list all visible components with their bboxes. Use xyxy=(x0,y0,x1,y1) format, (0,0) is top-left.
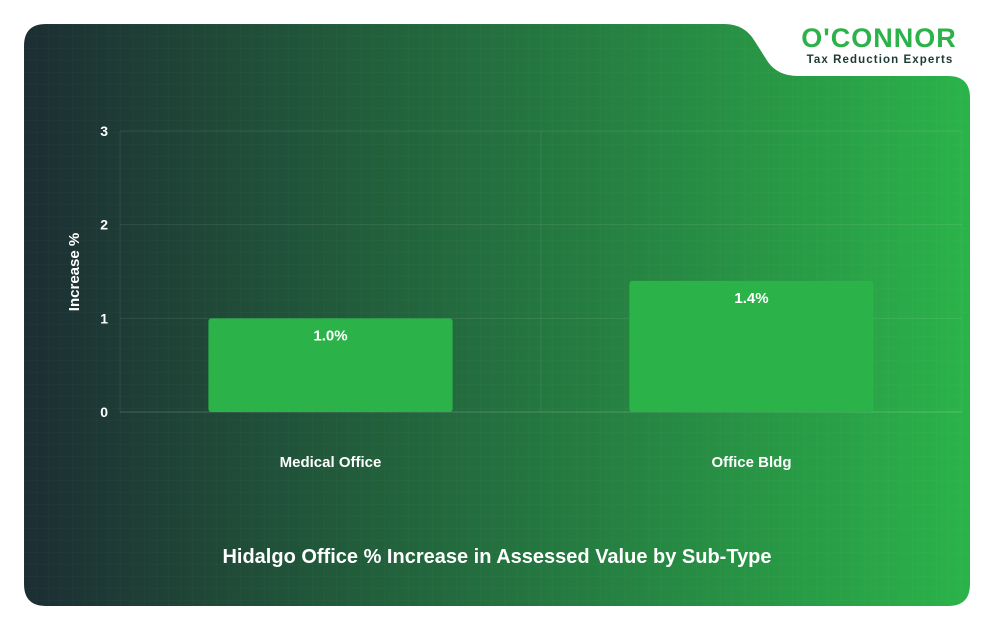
data-labels: 1.0% 1.4% xyxy=(313,290,768,344)
brand-logo: O'CONNOR Tax Reduction Experts xyxy=(801,23,956,66)
data-label: 1.4% xyxy=(734,290,768,307)
logo-tagline: Tax Reduction Experts xyxy=(807,54,954,66)
y-tick-label: 1 xyxy=(100,310,108,326)
bar-office-bldg xyxy=(629,280,874,412)
x-category-label: Office Bldg xyxy=(711,454,791,471)
logo-wordmark: O'CONNOR xyxy=(801,23,956,53)
y-tick-label: 3 xyxy=(100,123,108,139)
bars xyxy=(208,280,874,412)
data-label: 1.0% xyxy=(313,327,347,344)
y-axis-title: Increase % xyxy=(66,233,83,311)
panel-texture xyxy=(24,24,970,606)
chart-title: Hidalgo Office % Increase in Assessed Va… xyxy=(222,546,771,568)
x-category-label: Medical Office xyxy=(280,454,382,471)
bar-medical-office xyxy=(208,318,453,412)
y-axis-ticks: 0 1 2 3 xyxy=(100,123,108,420)
x-axis-categories: Medical Office Office Bldg xyxy=(280,454,792,471)
y-tick-label: 0 xyxy=(100,404,108,420)
y-tick-label: 2 xyxy=(100,217,108,233)
